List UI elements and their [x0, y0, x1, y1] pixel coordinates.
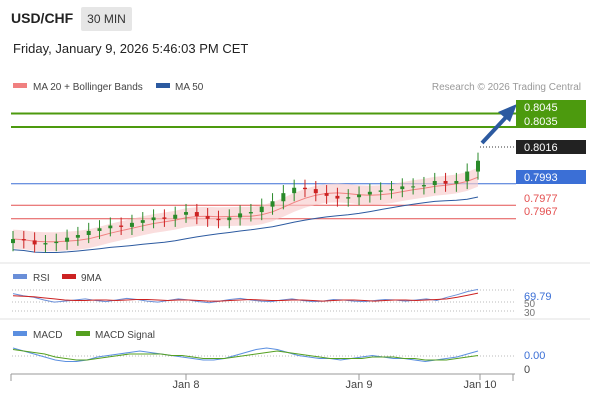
- price-label-1: 0.8035: [516, 114, 586, 128]
- candle-body: [140, 220, 145, 223]
- macd-legend-swatch: [13, 331, 27, 336]
- candle-body: [86, 230, 91, 235]
- rsi-line: [12, 288, 479, 304]
- ma20-legend-swatch: [13, 83, 27, 88]
- candle-body: [378, 190, 383, 192]
- macd-signal-line: [12, 349, 479, 361]
- candle-body: [389, 189, 394, 191]
- x-tick-label-jan9: Jan 9: [346, 379, 373, 391]
- candle-body: [400, 186, 405, 190]
- candle-body: [43, 243, 48, 245]
- price-levels: [11, 112, 516, 220]
- candle-body: [465, 171, 470, 181]
- candle-body: [313, 189, 318, 194]
- candle-body: [238, 213, 243, 218]
- rsi-ma-legend-label: 9MA: [81, 273, 102, 284]
- rsi-legend-swatch: [13, 274, 27, 279]
- candle-body: [248, 212, 253, 214]
- macd-signal-legend-label: MACD Signal: [95, 330, 155, 341]
- candle-body: [227, 217, 232, 221]
- svg-text:0.8035: 0.8035: [524, 116, 558, 128]
- price-label-0: 0.8045: [516, 100, 586, 114]
- rsi-tick-50: 50: [524, 299, 536, 310]
- chart-header: USD/CHF 30 MIN Friday, January 9, 2026 5…: [0, 0, 590, 70]
- x-tick-label-jan8: Jan 8: [173, 379, 200, 391]
- ma20-line: [12, 176, 479, 243]
- forecast-arrow: [480, 112, 511, 145]
- candle-body: [443, 181, 448, 184]
- rsi-ma-line: [12, 292, 479, 302]
- timeframe-button[interactable]: 30 MIN: [81, 7, 132, 31]
- macd-legend-label: MACD: [33, 330, 62, 341]
- candle-body: [367, 191, 372, 195]
- svg-text:0.8016: 0.8016: [524, 142, 558, 154]
- rsi-value-label: 69.79: [524, 291, 552, 303]
- candle-body: [162, 217, 167, 219]
- bollinger-band: [13, 167, 478, 252]
- candle-body: [75, 235, 80, 238]
- candle-body: [129, 222, 134, 227]
- candlesticks: [11, 152, 480, 253]
- candle-body: [259, 206, 264, 213]
- symbol-label: USD/CHF: [11, 10, 74, 26]
- candle-body: [432, 181, 437, 186]
- ma50-line: [12, 196, 479, 253]
- svg-text:0.7993: 0.7993: [524, 172, 558, 184]
- candle-body: [281, 193, 286, 202]
- candle-body: [65, 237, 70, 242]
- candle-body: [292, 187, 297, 194]
- candle-body: [54, 241, 59, 244]
- rsi-ma-legend-swatch: [62, 274, 76, 279]
- macd-value-label: 0.00: [524, 350, 545, 362]
- rsi-tick-30: 30: [524, 308, 536, 319]
- candle-body: [173, 214, 178, 219]
- ma50-legend-label: MA 50: [175, 82, 204, 93]
- candle-body: [346, 197, 351, 199]
- candle-body: [205, 216, 210, 219]
- candle-body: [32, 240, 37, 245]
- price-label-pivot: 0.7993: [516, 170, 586, 184]
- candle-body: [357, 194, 362, 198]
- candle-body: [411, 186, 416, 188]
- candle-body: [194, 212, 199, 217]
- candle-body: [302, 187, 307, 190]
- candle-body: [11, 239, 15, 244]
- ma50-legend-swatch: [156, 83, 170, 88]
- candle-body: [151, 217, 156, 221]
- candle-body: [421, 185, 426, 187]
- macd-signal-legend-swatch: [76, 331, 90, 336]
- candle-body: [108, 225, 113, 229]
- candle-body: [476, 160, 480, 172]
- candle-body: [335, 195, 340, 199]
- price-label-current: 0.8016: [516, 140, 586, 154]
- price-label-support-2: 0.7967: [524, 206, 558, 218]
- candle-body: [270, 201, 275, 207]
- credit-text: Research © 2026 Trading Central: [432, 82, 581, 93]
- chart-datetime: Friday, January 9, 2026 5:46:03 PM CET: [13, 41, 249, 56]
- rsi-legend-label: RSI: [33, 273, 50, 284]
- macd-line: [12, 347, 479, 363]
- svg-text:0.8045: 0.8045: [524, 102, 558, 114]
- forecast-arrowhead: [498, 104, 517, 122]
- candle-body: [119, 225, 124, 227]
- ma20-legend-label: MA 20 + Bollinger Bands: [33, 82, 143, 93]
- candle-body: [324, 193, 329, 196]
- candle-body: [454, 181, 459, 184]
- candle-body: [216, 218, 221, 221]
- macd-tick-0: 0: [524, 364, 530, 376]
- price-label-support-1: 0.7977: [524, 193, 558, 205]
- candle-body: [184, 212, 189, 215]
- candle-body: [21, 239, 26, 241]
- candle-body: [97, 228, 102, 231]
- x-tick-label-jan10: Jan 10: [463, 379, 496, 391]
